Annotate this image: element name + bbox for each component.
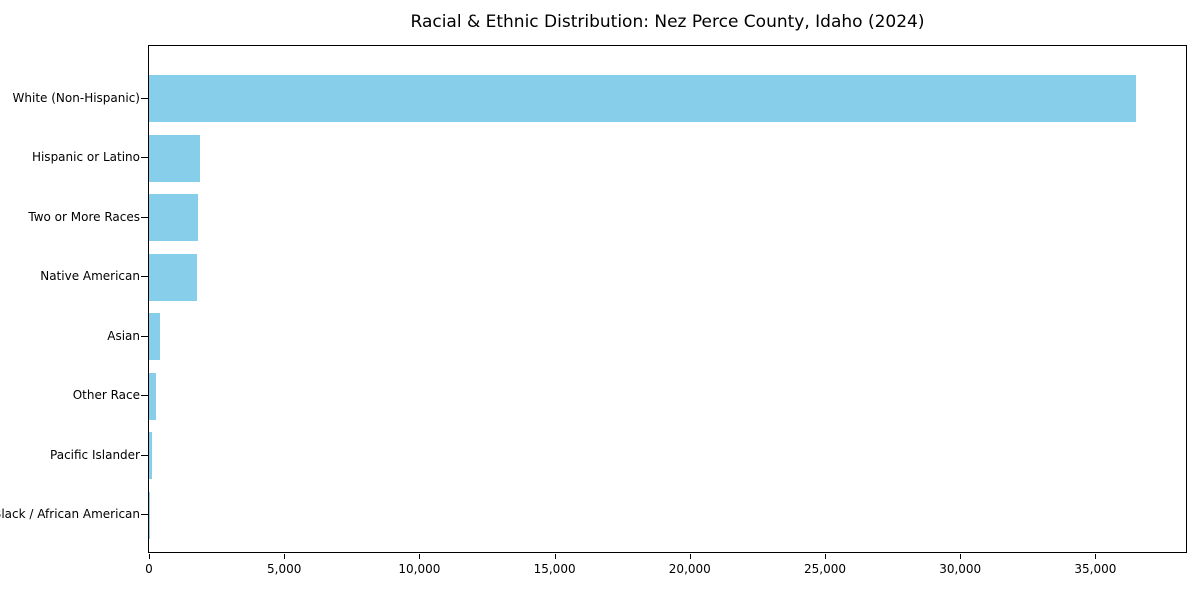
x-axis-label: 30,000: [939, 562, 982, 576]
y-axis-tick: [141, 216, 148, 218]
bar-asian: [149, 313, 160, 360]
x-axis-label: 5,000: [267, 562, 302, 576]
x-axis-tick: [1095, 554, 1097, 559]
x-axis-tick: [554, 554, 556, 559]
bar-native-american: [149, 253, 197, 301]
x-axis-label: 25,000: [804, 562, 846, 576]
y-axis-tick: [141, 395, 148, 396]
chart-title: Racial & Ethnic Distribution: Nez Perce …: [410, 12, 925, 32]
y-axis-tick: [141, 335, 148, 337]
x-axis-label: 35,000: [1074, 562, 1117, 576]
y-axis-tick: [141, 454, 148, 456]
y-axis-label: Hispanic or Latino: [31, 150, 140, 164]
y-axis-label: Native American: [40, 269, 140, 283]
x-axis-tick: [419, 554, 421, 559]
x-axis-label: 10,000: [398, 562, 441, 576]
y-axis-label: Asian: [107, 328, 140, 343]
y-axis-label: Black / African American: [0, 507, 140, 521]
y-axis-tick: [141, 157, 148, 158]
bar-hispanic-or-latino: [149, 134, 200, 182]
bar-two-or-more-races: [149, 194, 198, 241]
y-axis-label: White (Non-Hispanic): [12, 90, 140, 105]
y-axis-tick: [141, 514, 148, 515]
x-axis-tick: [689, 554, 691, 559]
bar-pacific-islander: [149, 432, 152, 479]
plot-area: [148, 45, 1187, 553]
x-axis-tick: [825, 554, 826, 559]
x-axis-tick: [284, 554, 286, 559]
y-axis-label: Pacific Islander: [50, 447, 140, 462]
bar-white-non-hispanic: [149, 75, 1136, 122]
x-axis-label: 20,000: [668, 562, 711, 576]
bar-other-race: [149, 372, 156, 420]
x-axis-tick: [149, 554, 150, 559]
y-axis-label: Two or More Races: [28, 209, 140, 224]
y-axis-label: Other Race: [72, 388, 140, 402]
y-axis-tick: [141, 276, 148, 277]
x-axis-label: 15,000: [533, 562, 576, 576]
y-axis-tick: [141, 97, 148, 99]
bar-black-african-american: [149, 491, 150, 539]
x-axis-tick: [960, 554, 962, 559]
x-axis-label: 0: [145, 562, 153, 576]
